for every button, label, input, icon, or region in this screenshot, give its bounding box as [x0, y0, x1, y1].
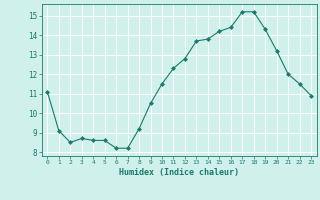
X-axis label: Humidex (Indice chaleur): Humidex (Indice chaleur) — [119, 168, 239, 177]
